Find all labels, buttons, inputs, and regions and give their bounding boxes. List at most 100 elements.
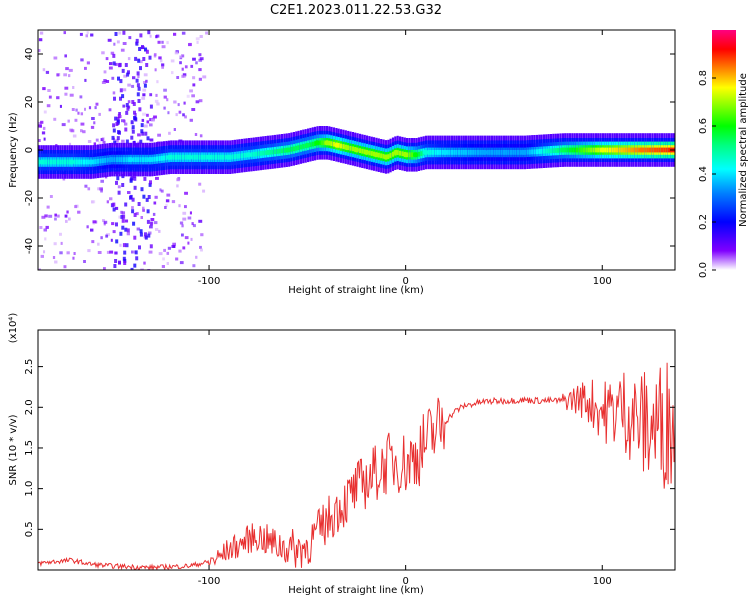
- noise-speckle: [149, 104, 153, 109]
- noise-speckle: [148, 250, 153, 254]
- spectrogram-cell: [200, 154, 203, 160]
- spectrogram-cell: [410, 152, 413, 158]
- spectrogram-cell: [566, 147, 569, 153]
- y-tick-label: -20: [24, 190, 35, 206]
- spectrogram-cell: [450, 150, 454, 155]
- noise-speckle: [187, 216, 192, 220]
- spectrogram-cell: [439, 150, 442, 155]
- spectrogram-cell: [66, 159, 69, 165]
- spectrogram-cell: [554, 148, 557, 153]
- noise-speckle: [117, 190, 121, 195]
- spectrogram-cell: [575, 147, 579, 153]
- noise-speckle: [184, 191, 188, 195]
- noise-speckle: [131, 84, 135, 88]
- noise-speckle: [142, 206, 145, 210]
- ridge-point: [39, 159, 45, 165]
- noise-speckle: [140, 268, 144, 270]
- spectrogram-cell: [377, 152, 380, 158]
- noise-speckle: [161, 65, 165, 69]
- noise-speckle: [114, 62, 118, 66]
- noise-speckle: [52, 256, 56, 259]
- noise-speckle: [157, 133, 161, 137]
- noise-speckle: [123, 250, 127, 255]
- noise-speckle: [181, 233, 184, 237]
- noise-speckle: [175, 257, 179, 261]
- y-tick-label: 20: [24, 96, 35, 109]
- noise-speckle: [70, 129, 75, 133]
- noise-speckle: [119, 96, 122, 101]
- ridge-point: [226, 154, 232, 160]
- noise-speckle: [103, 70, 107, 74]
- noise-speckle: [146, 120, 150, 124]
- spectrogram-cell: [61, 159, 64, 165]
- noise-speckle: [146, 219, 150, 224]
- noise-speckle: [181, 224, 184, 228]
- noise-speckle: [142, 93, 146, 97]
- noise-speckle: [199, 57, 204, 61]
- noise-speckle: [117, 114, 121, 119]
- spectrogram-cell: [573, 147, 576, 153]
- noise-speckle: [74, 118, 78, 122]
- spectrogram-cell: [177, 154, 180, 160]
- noise-speckle: [112, 123, 116, 128]
- noise-speckle: [121, 225, 125, 230]
- snr-series-line: [38, 362, 675, 570]
- noise-speckle: [141, 96, 146, 100]
- noise-speckle: [192, 83, 196, 87]
- noise-speckle: [139, 33, 143, 38]
- noise-speckle: [102, 219, 105, 223]
- spectrogram-cell: [64, 159, 67, 165]
- noise-speckle: [64, 92, 68, 96]
- noise-speckle: [117, 130, 120, 135]
- x-tick-label: 0: [402, 276, 408, 287]
- noise-speckle: [113, 96, 116, 101]
- spectrogram-cell: [616, 147, 619, 153]
- spectrogram-cell: [278, 148, 281, 154]
- noise-speckle: [192, 57, 196, 61]
- noise-speckle: [179, 55, 183, 59]
- noise-speckle: [161, 265, 165, 268]
- noise-speckle: [83, 260, 86, 263]
- spectrogram-cell: [429, 150, 432, 155]
- noise-speckle: [140, 123, 144, 128]
- noise-speckle: [107, 38, 112, 42]
- noise-speckle: [121, 183, 125, 187]
- spectrogram-cell: [49, 159, 52, 165]
- noise-speckle: [154, 99, 159, 103]
- noise-speckle: [176, 184, 179, 188]
- spectrogram-cell: [656, 147, 659, 153]
- noise-speckle: [156, 80, 159, 84]
- spectrogram-cell: [625, 147, 628, 153]
- spectrogram-cell: [660, 147, 663, 153]
- spectrogram-cell: [302, 144, 305, 149]
- noise-speckle: [140, 60, 143, 63]
- spectrogram-cell: [59, 159, 62, 165]
- noise-speckle: [79, 95, 83, 99]
- spectrogram-cell: [141, 157, 144, 162]
- noise-speckle: [103, 220, 108, 224]
- spectrogram-cell: [340, 143, 343, 149]
- ridge-point: [206, 154, 212, 160]
- noise-speckle: [149, 225, 153, 229]
- spectrogram-cell: [368, 150, 371, 156]
- noise-speckle: [150, 218, 155, 221]
- noise-speckle: [130, 135, 134, 140]
- noise-speckle: [84, 66, 87, 70]
- spectrogram-ylabel: Frequency (Hz): [8, 112, 19, 188]
- spectrogram-cell: [45, 159, 48, 165]
- noise-speckle: [147, 233, 151, 238]
- spectrogram-cell: [634, 147, 638, 153]
- noise-speckle: [121, 218, 125, 223]
- ridge-point: [127, 157, 133, 163]
- spectrogram-cell: [217, 154, 220, 160]
- ridge-point: [186, 154, 192, 160]
- spectrogram-cell: [349, 145, 352, 151]
- noise-speckle: [131, 197, 135, 202]
- colorbar-tick-label: 0.4: [698, 166, 709, 182]
- noise-speckle: [90, 228, 94, 232]
- spectrogram-cell: [580, 147, 583, 153]
- spectrogram-cell: [514, 150, 517, 155]
- spectrogram-cell: [469, 150, 472, 155]
- noise-speckle: [108, 66, 113, 70]
